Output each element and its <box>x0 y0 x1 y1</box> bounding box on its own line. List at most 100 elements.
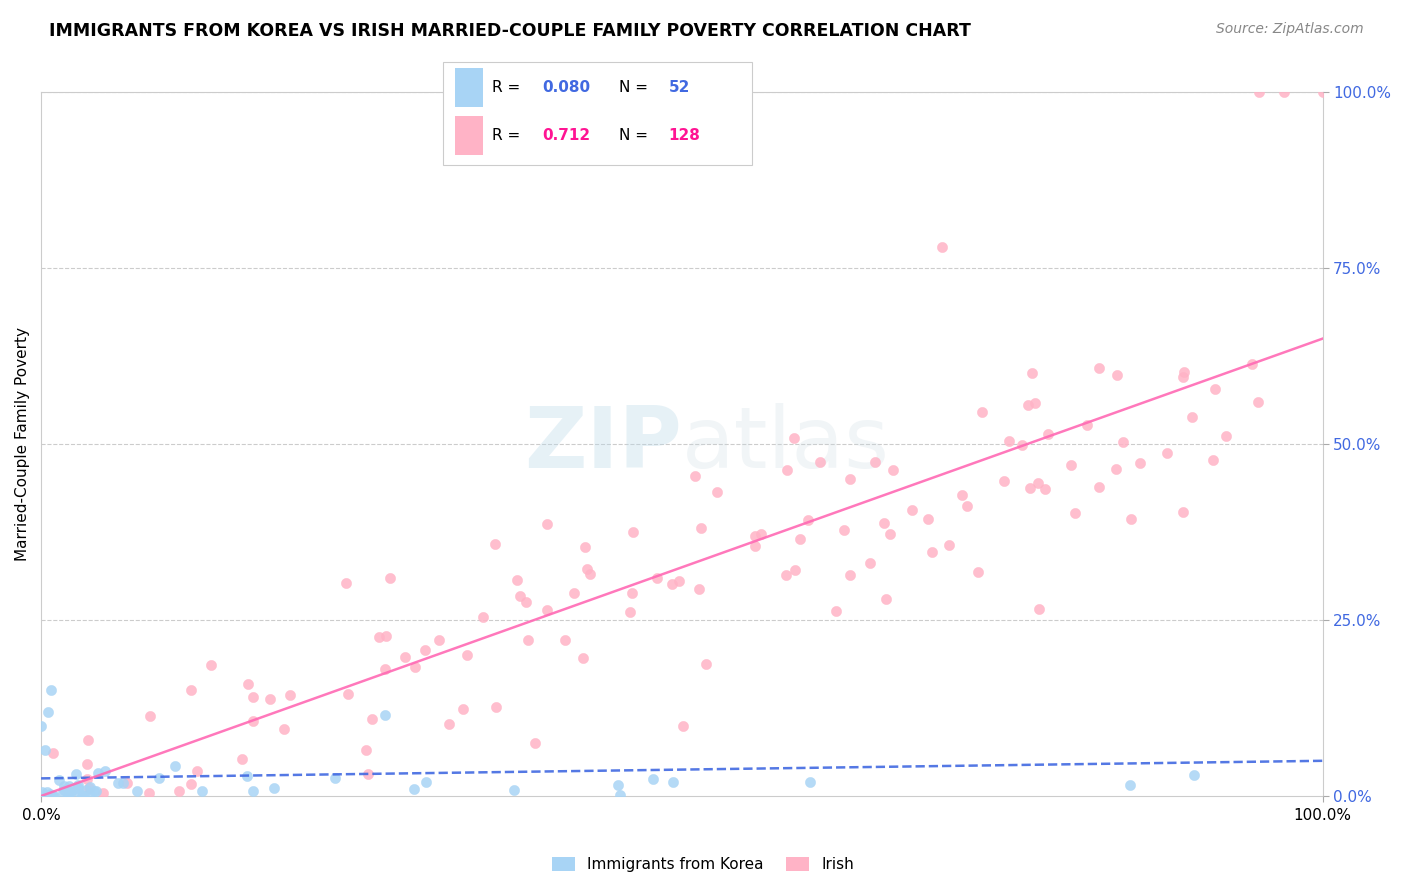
Point <box>1088 480 1111 494</box>
Point <box>1240 357 1263 371</box>
Point <box>34 742 56 756</box>
Point <box>1112 435 1135 450</box>
Point <box>744 529 766 543</box>
Point <box>87 766 110 780</box>
Point <box>38 787 60 801</box>
Point <box>60 785 83 799</box>
Point <box>744 539 766 553</box>
Point <box>575 562 598 576</box>
Point <box>263 781 285 796</box>
Point <box>1312 86 1334 100</box>
Point <box>35 785 58 799</box>
Point <box>1119 779 1142 793</box>
Point <box>374 662 396 676</box>
Point <box>70 789 93 803</box>
Point <box>65 766 87 780</box>
Point <box>956 499 979 513</box>
Point <box>427 632 450 647</box>
Point <box>1173 505 1195 519</box>
Point <box>516 632 538 647</box>
Point <box>695 657 717 671</box>
Point <box>58 780 80 794</box>
Point <box>1024 396 1046 410</box>
Point <box>562 586 585 600</box>
FancyBboxPatch shape <box>456 116 484 155</box>
Point <box>515 595 537 609</box>
Text: 52: 52 <box>669 79 690 95</box>
Point <box>1171 370 1194 384</box>
Point <box>647 571 669 585</box>
Point <box>863 455 886 469</box>
Point <box>76 757 98 772</box>
Point <box>536 603 558 617</box>
Point <box>259 691 281 706</box>
Text: N =: N = <box>619 128 652 143</box>
Point <box>402 781 425 796</box>
Point <box>91 787 114 801</box>
Point <box>439 717 461 731</box>
Text: 0.712: 0.712 <box>541 128 591 143</box>
Point <box>1021 366 1043 380</box>
Point <box>621 524 644 539</box>
Point <box>1247 394 1270 409</box>
Point <box>31 785 53 799</box>
Point <box>672 719 695 733</box>
Point <box>668 574 690 588</box>
Point <box>186 764 208 779</box>
Point <box>242 784 264 798</box>
Point <box>484 536 506 550</box>
Point <box>368 630 391 644</box>
Text: 0.080: 0.080 <box>541 79 591 95</box>
Point <box>931 240 953 254</box>
Point <box>84 784 107 798</box>
Point <box>509 589 531 603</box>
Point <box>73 789 96 803</box>
Point <box>471 610 494 624</box>
Point <box>413 643 436 657</box>
Point <box>776 463 799 477</box>
Point <box>993 474 1015 488</box>
Point <box>879 526 901 541</box>
Point <box>66 780 89 795</box>
Point <box>148 771 170 785</box>
Point <box>1011 437 1033 451</box>
Point <box>415 775 437 789</box>
Point <box>578 567 600 582</box>
Point <box>1028 601 1050 615</box>
Point <box>138 786 160 800</box>
Point <box>1026 476 1049 491</box>
FancyBboxPatch shape <box>456 68 484 106</box>
Point <box>643 772 665 786</box>
Point <box>825 604 848 618</box>
Point <box>76 772 98 786</box>
Point <box>404 659 426 673</box>
Point <box>59 785 82 799</box>
Point <box>1076 417 1098 432</box>
Point <box>839 567 862 582</box>
Point <box>30 718 52 732</box>
Point <box>52 785 75 799</box>
Point <box>83 783 105 797</box>
Point <box>77 732 100 747</box>
Point <box>451 702 474 716</box>
Point <box>619 605 641 619</box>
FancyBboxPatch shape <box>443 62 752 165</box>
Point <box>1247 86 1270 100</box>
Point <box>231 752 253 766</box>
Point <box>688 582 710 596</box>
Point <box>606 779 628 793</box>
Point <box>1180 410 1202 425</box>
Point <box>661 775 683 789</box>
Point <box>374 629 396 643</box>
Point <box>356 766 378 780</box>
Text: IMMIGRANTS FROM KOREA VS IRISH MARRIED-COUPLE FAMILY POVERTY CORRELATION CHART: IMMIGRANTS FROM KOREA VS IRISH MARRIED-C… <box>49 22 972 40</box>
Text: atlas: atlas <box>682 402 890 485</box>
Point <box>690 521 713 535</box>
Point <box>972 405 994 419</box>
Point <box>111 776 134 790</box>
Point <box>117 776 139 790</box>
Point <box>554 633 576 648</box>
Point <box>706 485 728 500</box>
Point <box>200 658 222 673</box>
Point <box>950 488 973 502</box>
